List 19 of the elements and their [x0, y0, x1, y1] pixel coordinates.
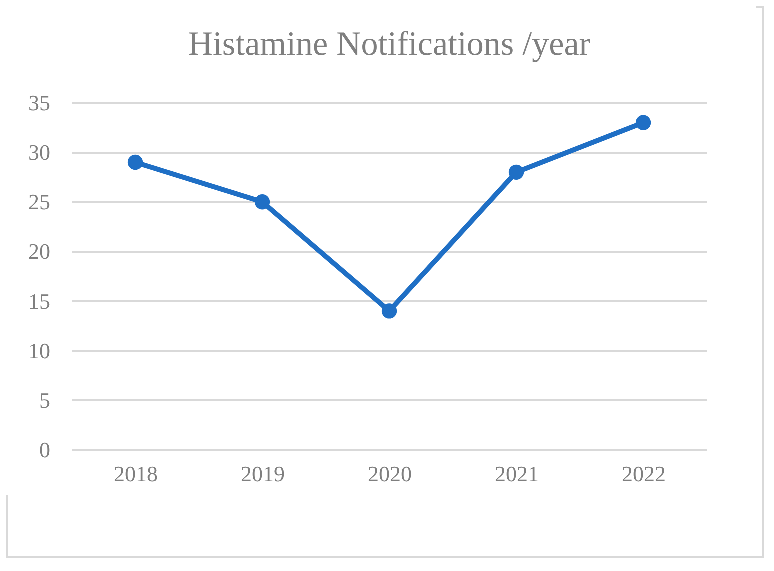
y-tick-label: 5 — [40, 388, 50, 413]
y-tick-label: 0 — [40, 438, 50, 462]
x-tick-label: 2019 — [241, 462, 285, 486]
point — [636, 115, 652, 130]
y-tick-label: 35 — [28, 90, 50, 116]
x-tick-label: 2020 — [368, 462, 412, 486]
point — [508, 164, 524, 180]
y-tick-label: 20 — [28, 239, 50, 264]
y-tick-label: 25 — [28, 190, 50, 215]
y-tick-label: 10 — [28, 338, 50, 364]
point — [382, 304, 398, 319]
point — [128, 154, 144, 170]
y-tick-label: 15 — [28, 288, 50, 314]
x-tick-label: 2018 — [114, 462, 158, 486]
y-tick-label: 30 — [28, 140, 50, 166]
x-tick-label: 2021 — [495, 462, 539, 486]
chart-title: Histamine Notifications /year — [188, 26, 592, 63]
x-tick-label: 2022 — [622, 462, 666, 486]
point — [254, 194, 270, 210]
